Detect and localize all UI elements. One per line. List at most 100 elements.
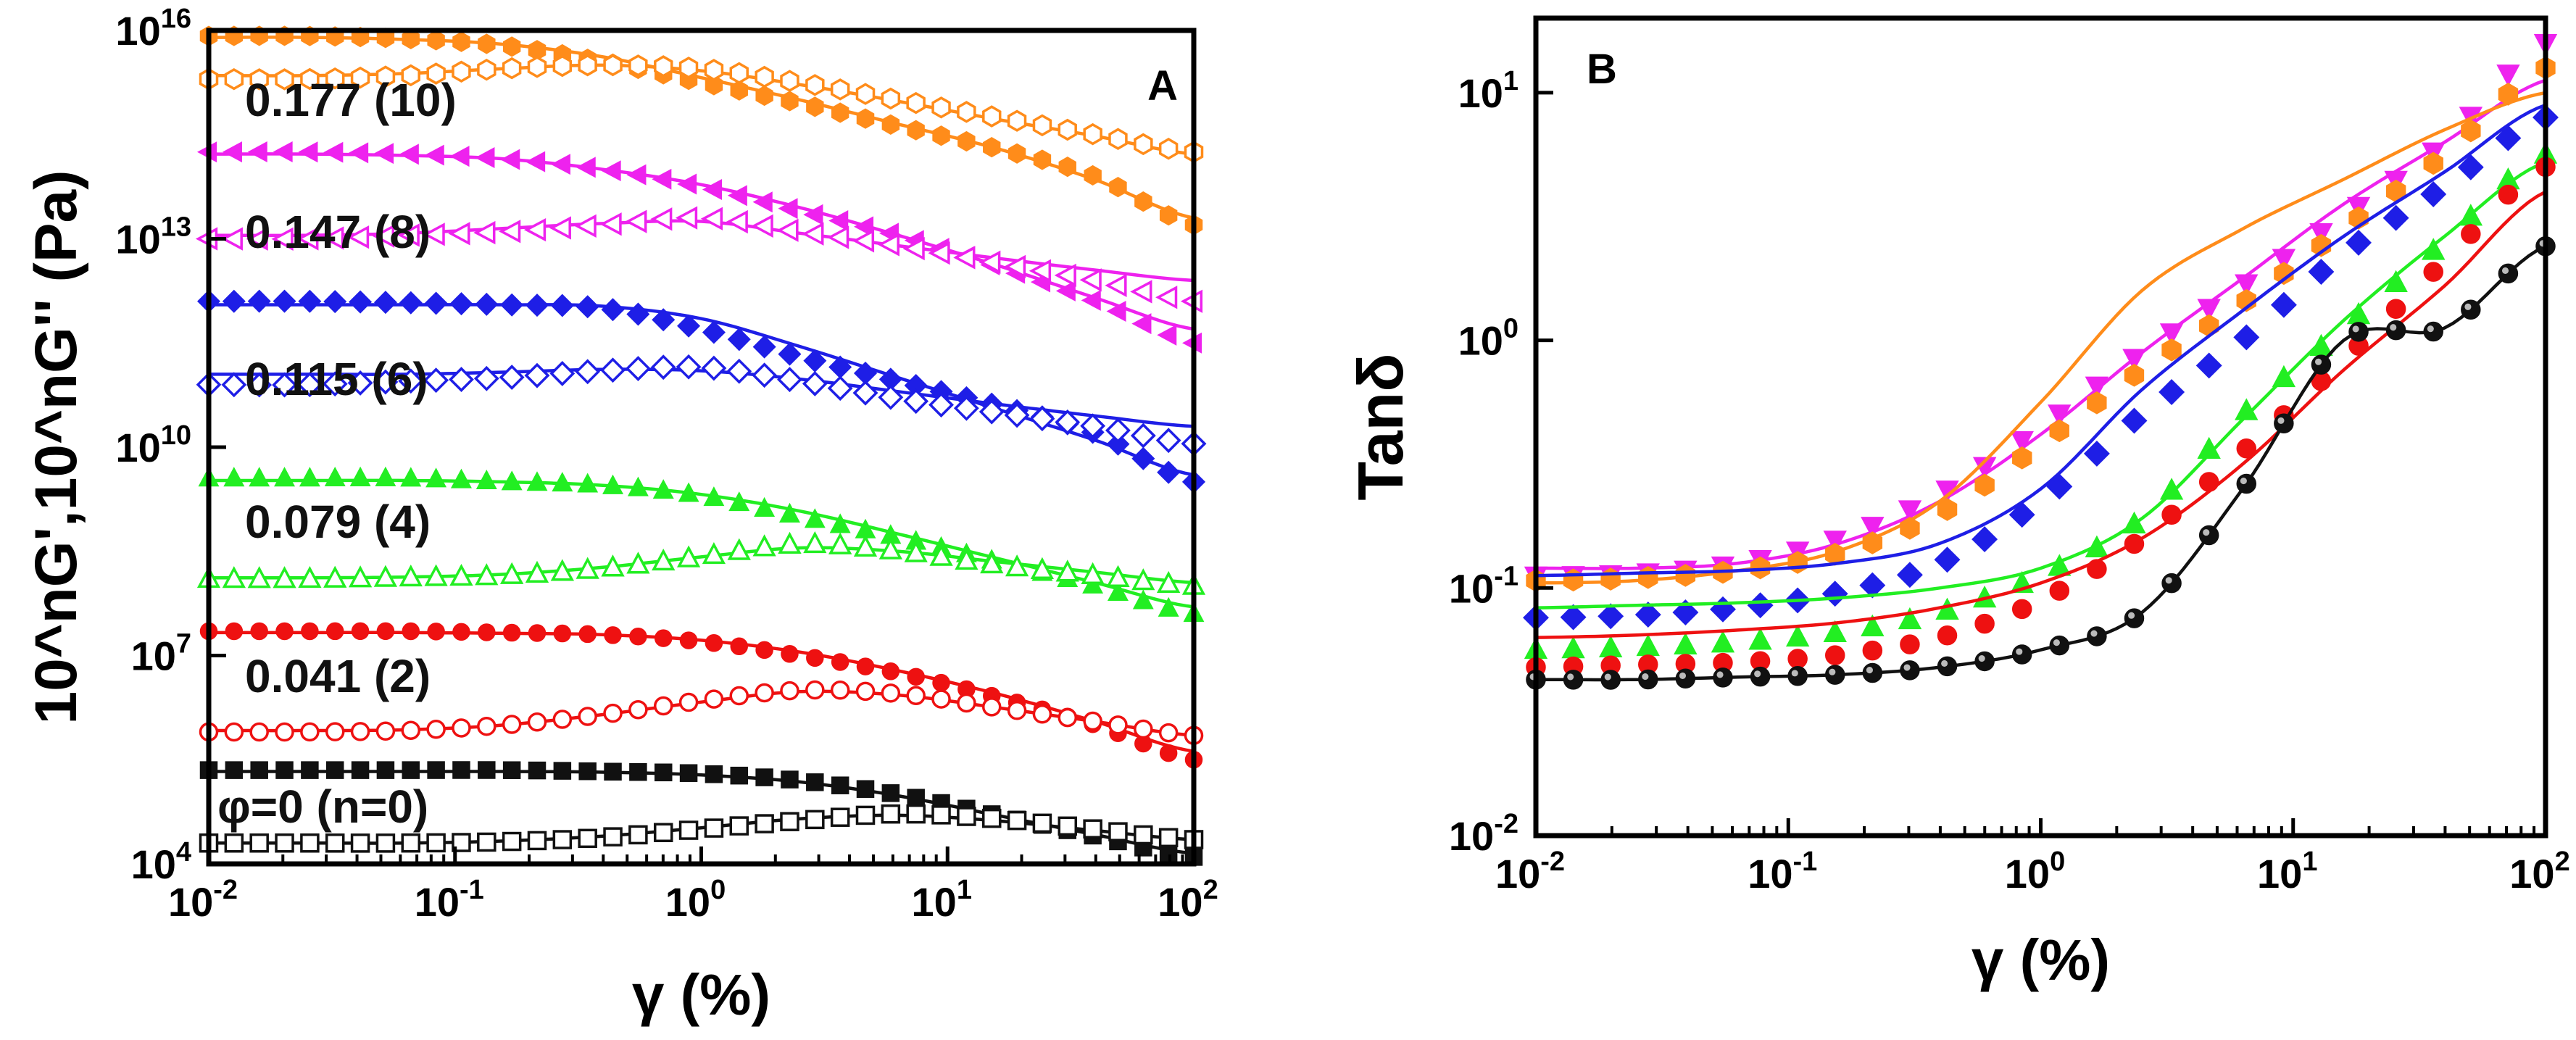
series-4-point-13 (525, 294, 549, 317)
series-5-point-2-highlight (1604, 673, 1611, 681)
series-1-point-16 (603, 54, 623, 77)
series-11-point-37 (1134, 825, 1153, 845)
series-9-point-9 (426, 720, 446, 739)
series-4-fit-line (1535, 190, 2547, 639)
series-9-point-25 (830, 681, 850, 700)
series-8-point-25 (831, 653, 849, 671)
series-4-point-23 (778, 342, 802, 366)
series-7-point-1 (222, 566, 246, 588)
series-2-point-10 (1896, 562, 1923, 588)
series-7-point-20 (702, 541, 726, 565)
series-7-point-18 (652, 548, 676, 571)
series-1-point-9 (1862, 531, 1883, 554)
series-10-point-1 (225, 761, 244, 779)
series-6-point-38 (1158, 596, 1179, 617)
series-1-point-17 (628, 54, 648, 77)
series-11-point-19 (678, 820, 699, 840)
series-10-point-21 (730, 766, 749, 785)
series-8-point-27 (881, 662, 900, 681)
series-3-point-5 (1711, 631, 1735, 653)
series-1-point-9 (426, 62, 446, 85)
series-1-point-15 (2087, 391, 2107, 415)
series-4-point-37 (1131, 446, 1155, 470)
series-10-point-13 (528, 761, 547, 780)
series-7-point-31 (980, 551, 1004, 574)
series-1-point-31 (982, 105, 1002, 128)
series-2-point-24 (803, 204, 823, 225)
series-7-point-38 (1156, 570, 1181, 594)
series-5-point-13 (2011, 644, 2032, 665)
series-7-point-30 (955, 547, 979, 570)
series-5-point-5-highlight (1716, 671, 1724, 678)
annotation-0: 0.177 (10) (245, 74, 457, 126)
series-5-point-22 (752, 362, 778, 388)
series-7-point-24 (803, 531, 827, 554)
series-9-point-6 (350, 722, 370, 741)
series-5-point-21-highlight (2314, 358, 2322, 365)
series-10-point-12 (502, 761, 521, 779)
series-8-point-3 (275, 622, 294, 641)
series-0-point-32 (1007, 143, 1026, 164)
series-1-point-32 (1007, 109, 1027, 132)
series-5-point-13 (524, 362, 550, 388)
x-tick-label: 10-1 (415, 875, 484, 925)
series-5-point-14 (2049, 635, 2070, 656)
series-5-point-38 (1155, 428, 1181, 454)
series-0-point-35 (1084, 165, 1102, 186)
annotation-4: 0.041 (2) (245, 650, 431, 702)
series-5-point-26 (852, 380, 878, 406)
series-3-point-10 (448, 222, 470, 246)
series-7-point-25 (828, 532, 852, 554)
series-7-point-33 (1030, 557, 1055, 579)
series-4-point-17 (626, 302, 650, 326)
series-5-point-19 (676, 354, 702, 380)
series-1-point-13 (527, 56, 547, 78)
series-5-point-11 (1937, 656, 1958, 677)
series-3-point-34 (1054, 263, 1076, 288)
series-9-point-8 (401, 720, 421, 740)
series-5-point-37 (1130, 423, 1156, 449)
series-6-point-23 (778, 502, 800, 523)
series-4-point-24 (2423, 262, 2443, 282)
series-9-point-22 (755, 683, 774, 703)
series-6-point-20 (703, 486, 725, 507)
series-5-point-16 (2124, 608, 2145, 628)
series-1-point-37 (1134, 133, 1153, 156)
series-11-point-2 (249, 833, 269, 853)
series-11-point-16 (603, 827, 623, 846)
series-7-point-21 (727, 538, 751, 560)
series-3-point-29 (928, 241, 950, 265)
series-3-point-12 (499, 220, 521, 244)
series-0-point-16 (2122, 349, 2146, 371)
series-11-point-12 (502, 831, 522, 852)
series-10-point-11 (478, 761, 496, 779)
series-5-point-14-highlight (2053, 639, 2060, 646)
series-10-point-5 (325, 761, 344, 779)
series-2-point-4 (298, 141, 318, 163)
series-4-point-2 (247, 289, 271, 313)
series-4 (1526, 157, 2556, 678)
series-5-point-24 (802, 371, 828, 396)
series-2-point-15 (576, 157, 596, 178)
series-3-point-8 (1823, 620, 1847, 642)
series-5-point-27 (878, 384, 904, 410)
series-2-point-22 (752, 191, 773, 213)
series-5-point-4-highlight (1679, 672, 1687, 679)
series-2-point-16 (601, 160, 621, 182)
series-11-point-32 (1007, 810, 1027, 831)
series-1-point-24 (805, 74, 825, 96)
series-5-point-9 (423, 367, 449, 394)
series-4-point-23 (2385, 299, 2406, 319)
series-1-point-6 (350, 66, 370, 89)
series-5-point-28 (903, 388, 929, 415)
series-6-point-4 (299, 467, 320, 487)
series-5-point-4 (1675, 668, 1696, 689)
series-8-point-7 (376, 622, 395, 641)
series-3-point-30 (953, 246, 976, 270)
series-8-point-29 (932, 673, 950, 692)
series-0-point-23 (781, 91, 799, 112)
series-5-point-17-highlight (2165, 577, 2172, 584)
series-8-point-16 (604, 626, 622, 644)
series-9-point-14 (552, 710, 573, 729)
series-5-point-2 (1600, 670, 1621, 690)
